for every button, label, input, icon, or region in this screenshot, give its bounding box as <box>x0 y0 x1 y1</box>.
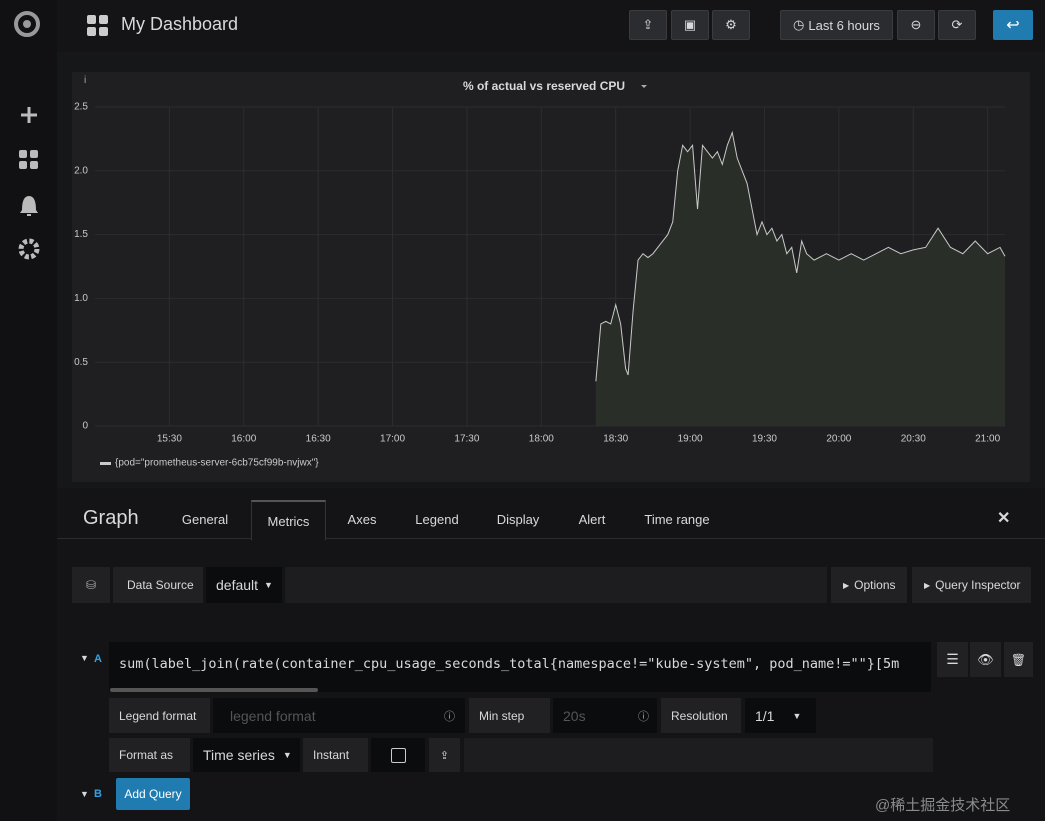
open-link[interactable]: ⇪ <box>429 738 460 772</box>
instant-label: Instant <box>303 738 368 772</box>
query-expr: sum(label_join(rate(container_cpu_usage_… <box>119 656 900 672</box>
x-tick-label: 21:00 <box>975 434 1000 445</box>
y-tick-label: 0 <box>82 421 88 432</box>
y-tick-label: 2.5 <box>74 102 88 113</box>
logo-dot <box>23 20 31 28</box>
save-button[interactable]: ▣ <box>671 10 709 40</box>
tab[interactable]: Metrics <box>251 500 326 541</box>
tab[interactable]: Legend <box>415 511 459 527</box>
x-tick-label: 19:30 <box>752 434 777 445</box>
series-line <box>595 130 1006 382</box>
datasource-label: Data Source <box>113 567 203 603</box>
area <box>595 132 1005 426</box>
resolution-value: 1/1 <box>755 707 775 724</box>
panel-info[interactable]: i <box>84 75 87 86</box>
datasource-value: default <box>216 577 259 593</box>
min-step-input[interactable]: 20s ⓘ <box>553 698 657 733</box>
options-label: Options <box>854 578 896 592</box>
legend-label: Legend format <box>109 698 210 733</box>
scrollbar[interactable] <box>110 688 318 692</box>
tab[interactable]: Display <box>496 511 540 527</box>
editor-title: Graph <box>83 507 139 529</box>
dashboard-title[interactable]: My Dashboard <box>121 14 239 34</box>
settings-button[interactable]: ⚙ <box>712 10 750 40</box>
tab[interactable]: Alert <box>578 511 606 527</box>
collapse-a[interactable]: ▼ <box>80 653 89 663</box>
title-caret <box>641 85 647 88</box>
sidebar <box>0 0 57 821</box>
watermark: @稀土掘金技术社区 <box>875 797 1011 814</box>
tab[interactable]: Axes <box>347 511 377 527</box>
share-button[interactable]: ⇪ <box>629 10 667 40</box>
collapse-b[interactable]: ▼ <box>80 789 89 799</box>
x-tick-label: 20:00 <box>826 434 851 445</box>
filler <box>285 567 827 603</box>
datasource-select[interactable]: default ▼ <box>206 567 282 603</box>
chart: % of actual vs reserved CPU 0 0.5 1.0 1.5 2.… <box>74 79 1006 469</box>
zoom-out-button[interactable]: ⊖ <box>897 10 935 40</box>
query-ref: A <box>94 653 102 665</box>
inspector-label: Query Inspector <box>935 578 1021 592</box>
query-menu[interactable]: ☰ <box>937 642 968 677</box>
x-tick-label: 17:00 <box>380 434 405 445</box>
resolution-select[interactable]: 1/1 ▼ <box>745 698 816 733</box>
chart-title[interactable]: % of actual vs reserved CPU <box>463 79 625 93</box>
min-step-label: Min step <box>469 698 550 733</box>
query-toggle[interactable]: 👁 <box>970 642 1001 677</box>
format-label: Format as <box>109 738 190 772</box>
tab[interactable]: General <box>181 511 229 527</box>
back-button[interactable]: ↩ <box>993 10 1033 40</box>
x-tick-label: 15:30 <box>157 434 182 445</box>
options-button[interactable]: ▶ Options <box>831 567 907 603</box>
x-tick-label: 16:00 <box>231 434 256 445</box>
dashboards-icon[interactable] <box>19 150 38 169</box>
dashboard-icon <box>87 15 108 36</box>
add-query-ref: B <box>94 788 102 800</box>
filler <box>464 738 933 772</box>
sidebar-icons <box>14 11 40 260</box>
config-icon[interactable] <box>18 238 40 260</box>
query-delete[interactable]: 🗑 <box>1004 642 1033 677</box>
close-editor[interactable]: ✕ <box>997 510 1011 527</box>
legend-input[interactable]: legend format ⓘ <box>213 698 465 733</box>
x-tick-label: 18:00 <box>529 434 554 445</box>
inspector-button[interactable]: ▶ Query Inspector <box>912 567 1031 603</box>
y-tick-label: 1.5 <box>74 229 88 240</box>
legend-swatch <box>100 462 111 465</box>
plus-icon[interactable] <box>21 107 37 123</box>
logo[interactable] <box>14 11 40 37</box>
y-tick-label: 2.0 <box>74 165 88 176</box>
datasource-icon: ⛁ <box>72 567 110 603</box>
time-range: Last 6 hours <box>808 17 880 33</box>
x-tick-label: 19:00 <box>678 434 703 445</box>
legend-label: {pod="prometheus-server-6cb75cf99b-nvjwx… <box>115 458 319 469</box>
alert-icon[interactable] <box>20 196 38 216</box>
instant-checkbox[interactable] <box>371 738 425 772</box>
tab-divider <box>57 538 1045 539</box>
format-select[interactable]: Time series ▼ <box>193 738 300 772</box>
resolution-label: Resolution <box>661 698 741 733</box>
x-tick-label: 20:30 <box>901 434 926 445</box>
y-tick-label: 1.0 <box>74 293 88 304</box>
x-tick-label: 16:30 <box>306 434 331 445</box>
x-tick-label: 18:30 <box>603 434 628 445</box>
query-editor[interactable]: sum(label_join(rate(container_cpu_usage_… <box>109 642 931 692</box>
x-tick-label: 17:30 <box>454 434 479 445</box>
refresh-button[interactable]: ⟳ <box>938 10 976 40</box>
legend-placeholder: legend format <box>230 707 316 724</box>
time-picker[interactable]: ◷ Last 6 hours <box>780 10 893 40</box>
format-value: Time series <box>203 747 275 763</box>
y-tick-label: 0.5 <box>74 357 88 368</box>
add-query-button[interactable]: Add Query <box>116 778 190 810</box>
min-step-placeholder: 20s <box>563 707 586 724</box>
tab[interactable]: Time range <box>644 511 710 527</box>
